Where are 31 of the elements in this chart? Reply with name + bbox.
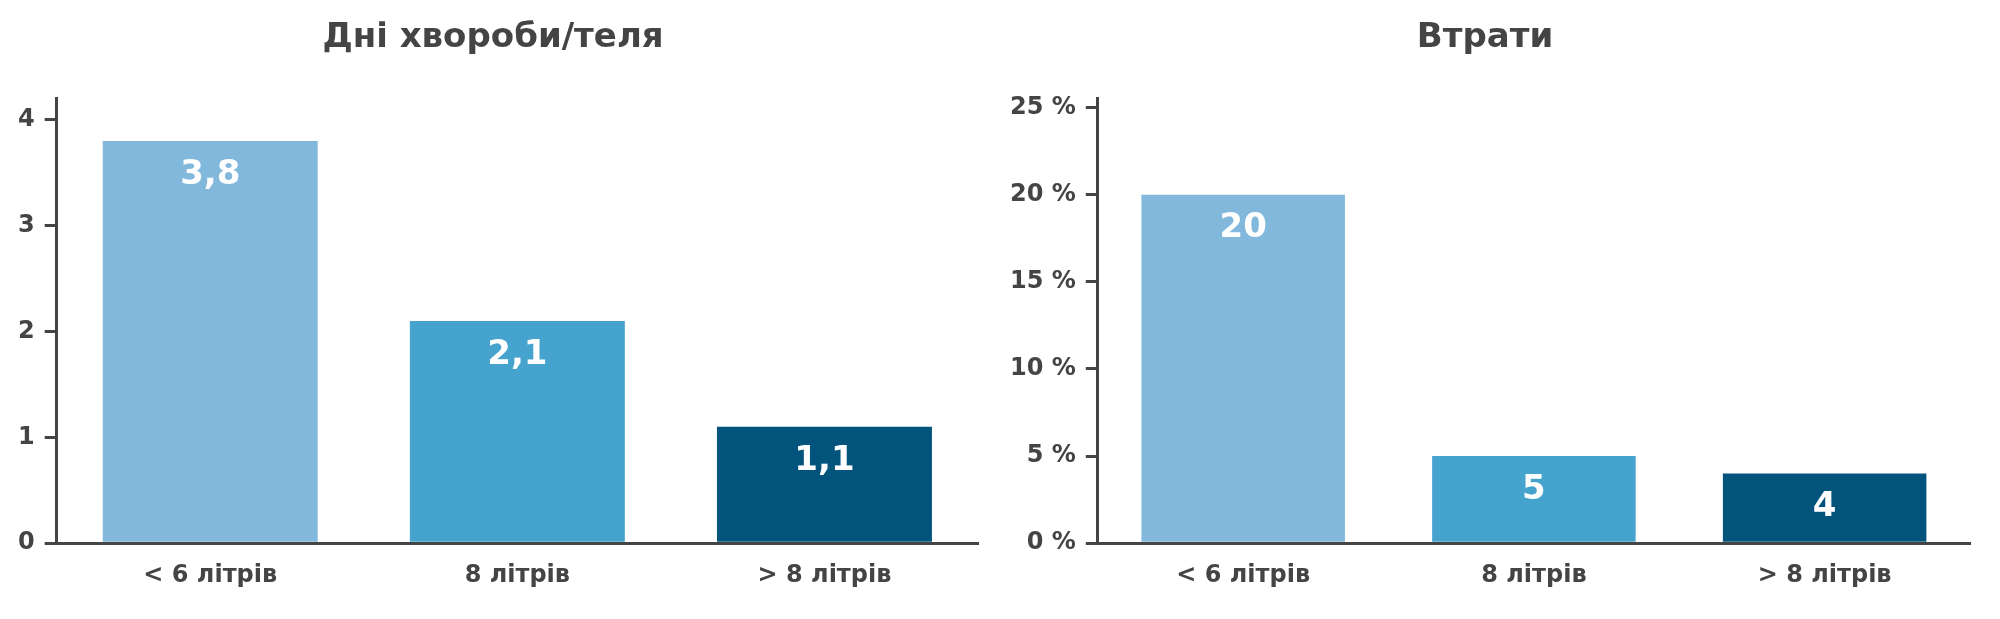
- y-tick-label: 15 %: [1009, 266, 1076, 295]
- x-tick-label: 8 літрів: [464, 559, 571, 588]
- y-tick-label: 1: [18, 421, 35, 450]
- chart-title: Втрати: [1416, 15, 1554, 56]
- bar: [1432, 456, 1636, 542]
- data-label: 3,8: [180, 151, 241, 192]
- bar: [1141, 194, 1345, 542]
- data-label: 20: [1219, 205, 1267, 246]
- x-tick-label: < 6 літрів: [1176, 559, 1311, 588]
- y-tick-label: 2: [18, 315, 35, 344]
- bar: [102, 141, 318, 542]
- bar: [1722, 473, 1927, 542]
- y-tick-label: 3: [18, 210, 35, 239]
- y-tick-label: 5 %: [1026, 440, 1076, 469]
- y-tick-label: 4: [18, 104, 35, 133]
- x-tick-label: 8 літрів: [1481, 559, 1587, 588]
- y-tick-label: 20 %: [1009, 178, 1076, 207]
- data-label: 2,1: [487, 331, 548, 372]
- bar: [716, 426, 932, 542]
- y-tick-label: 0: [18, 527, 35, 556]
- data-label: 4: [1812, 484, 1837, 525]
- x-tick-label: > 8 літрів: [757, 559, 892, 588]
- y-tick-label: 0 %: [1026, 527, 1076, 556]
- y-tick-label: 25 %: [1009, 91, 1076, 120]
- chart-title: Дні хвороби/теля: [322, 15, 664, 56]
- x-tick-label: > 8 літрів: [1757, 559, 1892, 588]
- bar: [409, 321, 625, 542]
- data-label: 5: [1522, 466, 1546, 507]
- x-tick-label: < 6 літрів: [143, 559, 278, 588]
- data-label: 1,1: [794, 437, 855, 478]
- y-tick-label: 10 %: [1009, 353, 1076, 382]
